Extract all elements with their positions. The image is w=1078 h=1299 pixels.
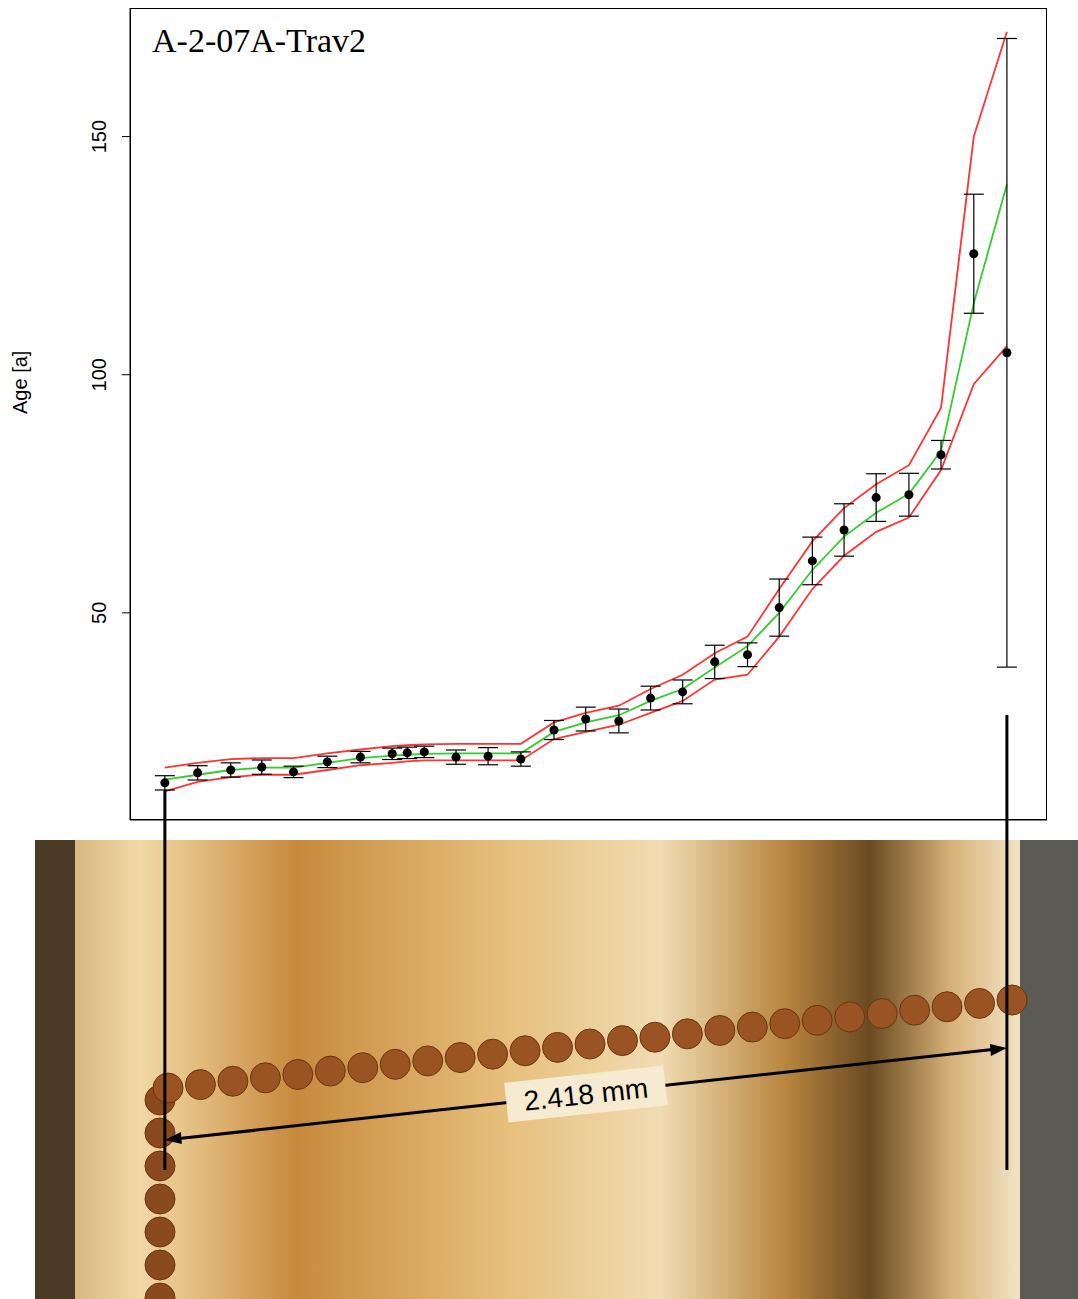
svg-text:2.418 mm: 2.418 mm [522, 1072, 649, 1116]
svg-text:Age [a]: Age [a] [9, 351, 31, 414]
svg-text:150: 150 [88, 120, 110, 153]
svg-text:50: 50 [88, 602, 110, 624]
html-text:A-2-07A-Trav2: A-2-07A-Trav2 [152, 22, 367, 59]
svg-text:100: 100 [88, 358, 110, 391]
